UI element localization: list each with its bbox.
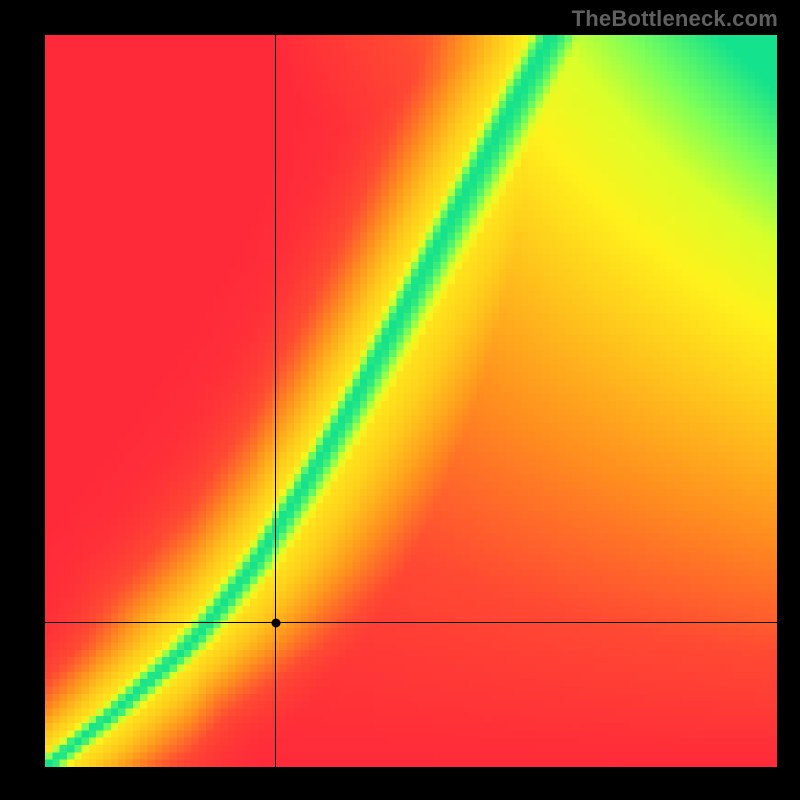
bottleneck-heatmap: [45, 35, 777, 767]
watermark-text: TheBottleneck.com: [572, 6, 778, 32]
crosshair-marker-dot: [271, 618, 280, 627]
crosshair-vertical: [275, 35, 276, 767]
crosshair-horizontal: [45, 622, 777, 623]
